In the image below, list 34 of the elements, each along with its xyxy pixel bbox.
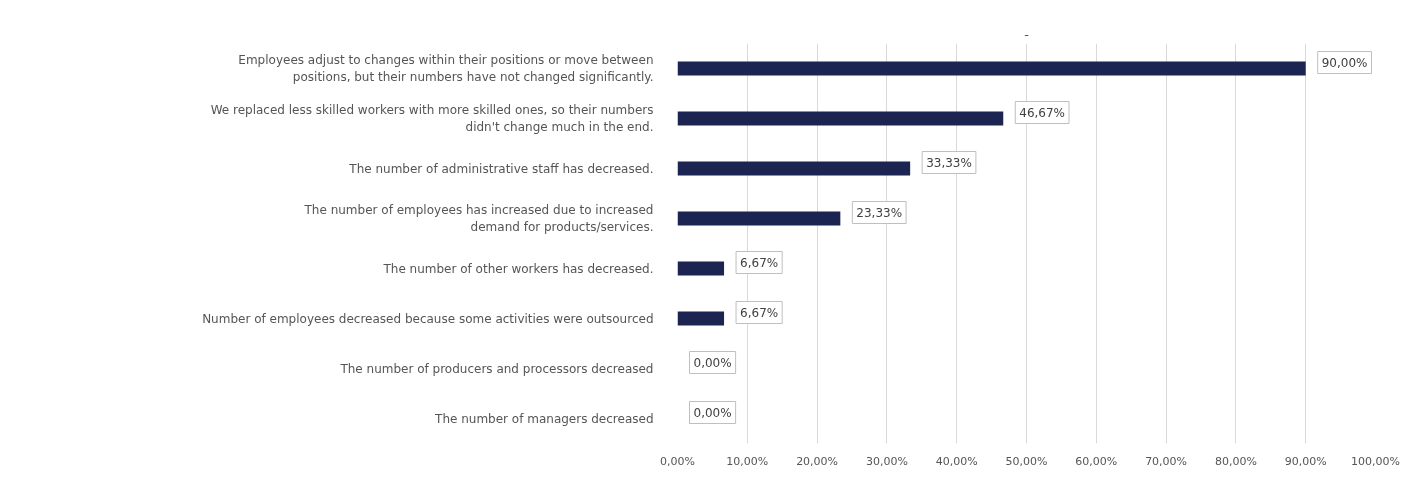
x-tick-label: 100,00% <box>1351 454 1400 468</box>
y-tick-label: The number of employees has increased due to increased demand for products/services. <box>303 203 654 234</box>
bar <box>677 311 725 326</box>
bar <box>677 111 1004 126</box>
x-tick-label: 30,00% <box>865 454 908 468</box>
data-label: 6,67% <box>740 255 779 270</box>
data-label: 0,00% <box>693 355 732 370</box>
data-label: 0,00% <box>693 405 732 420</box>
x-tick-label: 40,00% <box>935 454 978 468</box>
x-tick-label: 20,00% <box>796 454 839 468</box>
bar <box>677 61 1306 76</box>
data-label: 90,00% <box>1321 55 1368 70</box>
data-label: 6,67% <box>740 305 779 320</box>
bar <box>677 211 841 226</box>
y-tick-label: The number of administrative staff has decreased. <box>348 161 654 176</box>
data-label: 46,67% <box>1019 105 1066 120</box>
y-tick-label: The number of other workers has decreased. <box>382 261 654 276</box>
x-tick-label: 10,00% <box>726 454 769 468</box>
y-tick-label: The number of producers and processors decreased <box>339 361 654 376</box>
x-tick-label: 60,00% <box>1075 454 1118 468</box>
bar <box>677 161 911 176</box>
x-tick-label: 90,00% <box>1284 454 1327 468</box>
y-tick-label: We replaced less skilled workers with more skilled ones, so their numbers didn't change much in the end. <box>210 103 654 134</box>
y-tick-label: Number of employees decreased because some activities were outsourced <box>202 311 654 326</box>
y-tick-label: The number of managers decreased <box>434 411 654 426</box>
x-tick-label: 80,00% <box>1214 454 1257 468</box>
data-label: 23,33% <box>856 205 903 220</box>
y-tick-label: Employees adjust to changes within their positions or move between positions, but their numbers have not changed significantly. <box>238 53 654 84</box>
x-tick-label: 50,00% <box>1005 454 1048 468</box>
data-label: 33,33% <box>926 155 972 170</box>
x-tick-label: 70,00% <box>1145 454 1188 468</box>
bar <box>677 261 725 276</box>
chart-title: - <box>1024 26 1030 42</box>
x-tick-label: 0,00% <box>660 454 695 468</box>
